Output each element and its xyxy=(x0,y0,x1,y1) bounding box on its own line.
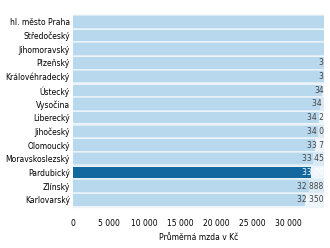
Bar xyxy=(73,193,324,207)
Bar xyxy=(73,125,317,137)
Bar xyxy=(73,139,315,151)
Bar xyxy=(73,42,324,56)
Text: 33 7: 33 7 xyxy=(307,141,324,150)
Bar xyxy=(73,112,319,124)
Text: 34: 34 xyxy=(312,99,324,108)
Bar xyxy=(73,152,324,165)
Bar xyxy=(73,124,324,138)
Bar xyxy=(73,43,330,55)
Bar xyxy=(73,138,324,152)
Bar xyxy=(73,98,320,110)
Bar xyxy=(73,57,330,69)
Text: 3: 3 xyxy=(319,59,324,67)
Bar xyxy=(73,167,311,178)
Bar xyxy=(73,29,324,42)
Text: 33 09: 33 09 xyxy=(302,168,324,177)
Bar xyxy=(73,180,309,192)
X-axis label: Průměrná mzda v Kč: Průměrná mzda v Kč xyxy=(159,233,238,243)
Bar xyxy=(73,153,313,164)
Bar xyxy=(73,56,324,70)
Bar xyxy=(73,71,327,83)
Bar xyxy=(73,85,321,96)
Bar xyxy=(73,15,324,29)
Bar xyxy=(73,111,324,124)
Bar xyxy=(73,97,324,111)
Bar xyxy=(73,165,324,179)
Text: 32 888: 32 888 xyxy=(297,182,324,190)
Bar xyxy=(73,179,324,193)
Bar xyxy=(73,30,330,41)
Text: 34 0: 34 0 xyxy=(307,127,324,136)
Text: 34: 34 xyxy=(314,86,324,95)
Text: 32 350: 32 350 xyxy=(297,195,324,204)
Bar xyxy=(73,194,305,206)
Bar xyxy=(73,16,330,28)
Bar xyxy=(73,84,324,97)
Text: 3: 3 xyxy=(319,72,324,81)
Text: 34 2: 34 2 xyxy=(307,113,324,122)
Text: 33 45: 33 45 xyxy=(302,154,324,163)
Bar xyxy=(73,70,324,84)
